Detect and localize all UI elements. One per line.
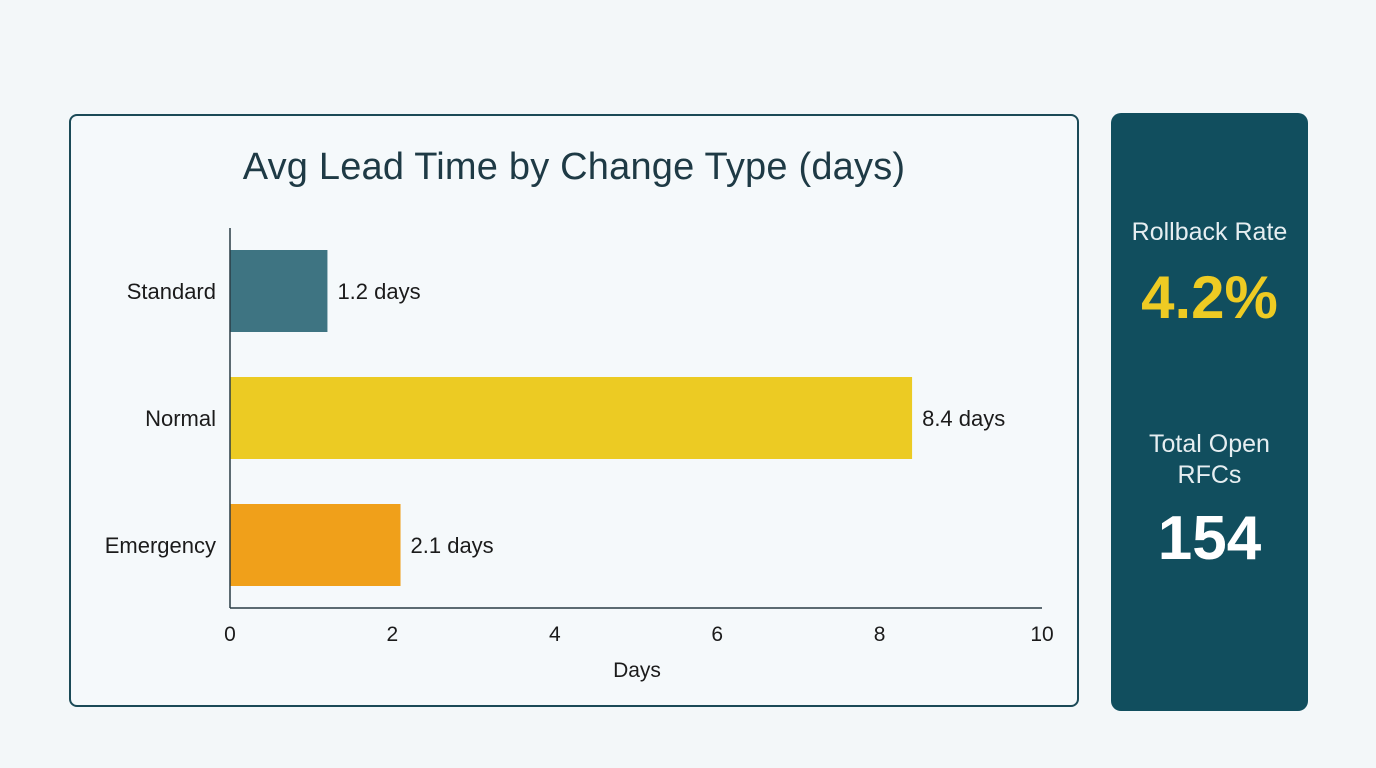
x-tick-label: 2	[387, 623, 399, 646]
category-label: Emergency	[105, 533, 216, 558]
data-label: 1.2 days	[337, 279, 420, 304]
bar-normal	[230, 377, 913, 459]
category-label: Normal	[145, 406, 216, 431]
bar-emergency	[230, 504, 401, 586]
category-label: Standard	[127, 279, 216, 304]
x-tick-label: 8	[874, 623, 886, 646]
x-axis-title: Days	[613, 659, 661, 682]
x-tick-label: 10	[1030, 623, 1053, 646]
rollback-rate-value: 4.2%	[1141, 264, 1278, 331]
rollback-rate-label: Rollback Rate	[1131, 218, 1288, 246]
data-label: 8.4 days	[922, 406, 1005, 431]
x-tick-label: 4	[549, 623, 561, 646]
chart-title: Avg Lead Time by Change Type (days)	[242, 146, 906, 188]
bar-chart: Standard 1.2 days Normal 8.4 days Emergency 2…	[105, 228, 1054, 682]
open-rfcs-label: Total Open RFCs	[1149, 430, 1270, 489]
data-label: 2.1 days	[411, 533, 494, 558]
x-tick-label: 6	[711, 623, 723, 646]
chart-card: Avg Lead Time by Change Type (days) Stan…	[69, 114, 1079, 707]
x-tick-label: 0	[224, 623, 236, 646]
kpi-panel: Rollback Rate 4.2% Total Open RFCs 154	[1111, 113, 1308, 711]
open-rfcs-value: 154	[1157, 504, 1262, 573]
bar-standard	[230, 250, 328, 332]
